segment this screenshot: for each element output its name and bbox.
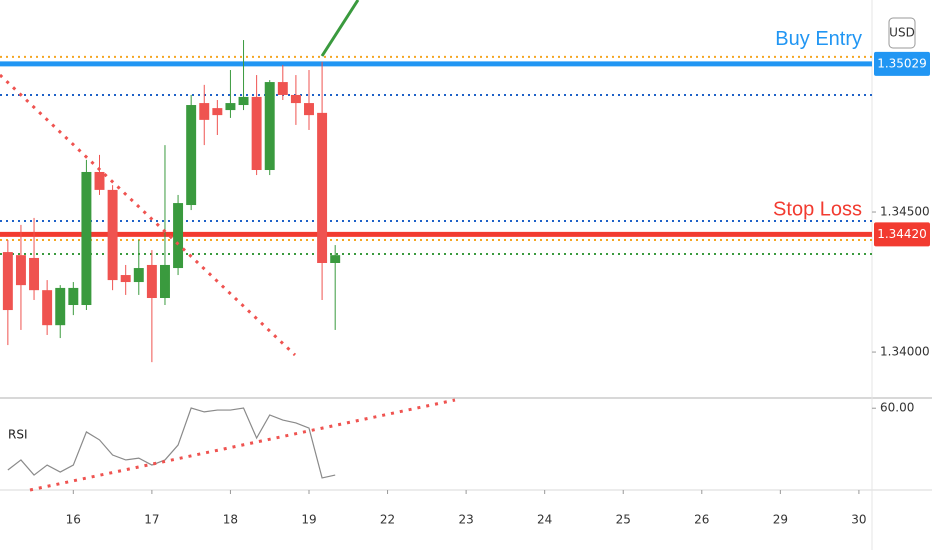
x-tick-label: 26: [694, 513, 709, 527]
candle-body: [277, 82, 288, 95]
candle-body: [120, 275, 131, 283]
x-tick-label: 29: [773, 513, 788, 527]
candle-body: [251, 96, 262, 171]
currency: USD: [889, 26, 915, 40]
x-tick-label: 25: [616, 513, 631, 527]
candle-body: [81, 171, 92, 306]
candle-body: [133, 268, 144, 283]
candle-body: [68, 287, 79, 306]
candle-body: [107, 189, 118, 281]
candle-body: [2, 252, 13, 311]
level-label: Stop Loss: [773, 199, 862, 221]
rsi-label: RSI: [8, 428, 28, 442]
x-tick-label: 16: [66, 513, 81, 527]
candle-body: [146, 264, 157, 299]
price-tag: [874, 51, 930, 76]
candle-body: [238, 96, 249, 106]
x-tick-label: 30: [851, 513, 866, 527]
rsi-line: [7, 407, 336, 479]
rsi-trend-line: [29, 398, 456, 492]
y-tick-label: 1.34000: [880, 345, 930, 359]
candle-body: [304, 103, 314, 116]
candle-body: [15, 255, 26, 286]
plot: [0, 40, 872, 479]
candle-body: [290, 94, 301, 104]
trend-line: [320, 0, 360, 57]
candle-body: [186, 105, 197, 206]
candle-body: [225, 103, 236, 111]
price-tag-label: 1.35029: [877, 56, 927, 70]
candle-body: [42, 290, 53, 326]
x-tick-label: 23: [458, 513, 473, 527]
currency-box[interactable]: [888, 17, 916, 49]
candle-body: [159, 264, 170, 299]
candle-body: [264, 82, 275, 171]
level-label: Buy Entry: [775, 28, 862, 50]
candle-body: [317, 112, 328, 263]
candle-body: [29, 257, 40, 291]
x-tick-label: 17: [144, 513, 159, 527]
price-tag-label: 1.34420: [877, 227, 927, 241]
candle-body: [330, 255, 341, 263]
candle-body: [199, 103, 210, 120]
price-tag: [874, 222, 930, 247]
x-tick-label: 24: [537, 513, 552, 527]
x-tick-label: 19: [301, 513, 316, 527]
candle-body: [212, 108, 223, 116]
candle-body: [173, 203, 184, 269]
rsi-tick-label: 60.00: [880, 401, 914, 415]
x-tick-label: 22: [380, 513, 395, 527]
candle-body: [55, 287, 66, 326]
x-tick-label: 18: [223, 513, 238, 527]
candle-body: [94, 171, 105, 190]
y-tick-label: 1.34500: [880, 205, 930, 219]
